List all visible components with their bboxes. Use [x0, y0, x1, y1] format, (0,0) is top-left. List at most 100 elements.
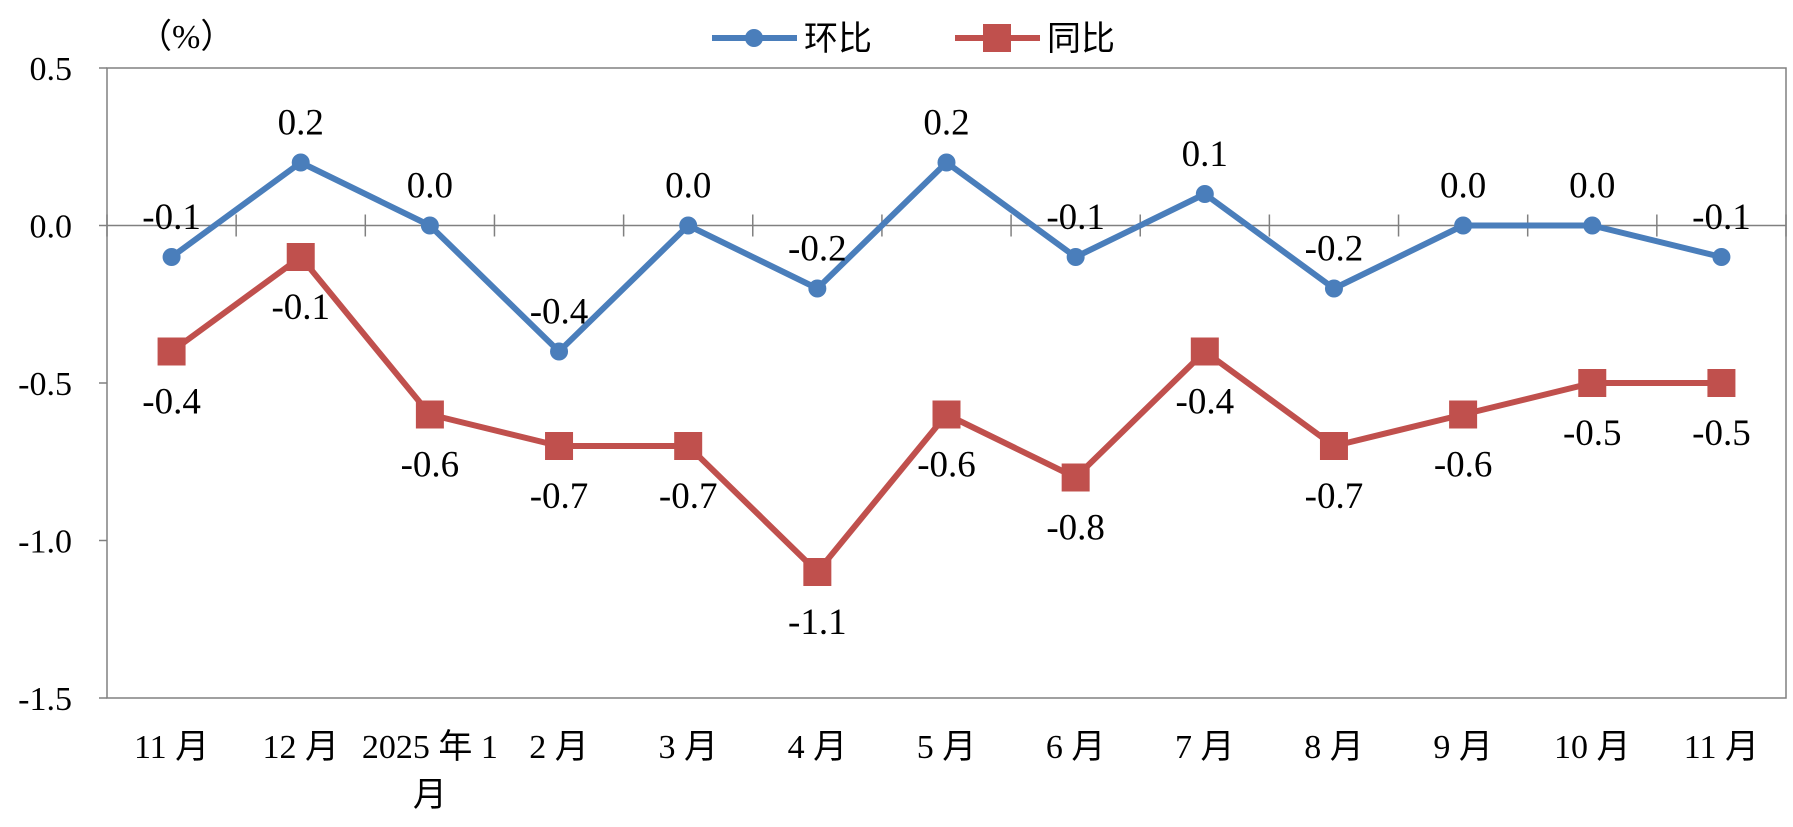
legend-item-yoy: 同比: [955, 21, 1115, 58]
y-tick-label: -1.0: [18, 524, 72, 561]
x-tick-label: 3 月: [658, 729, 718, 766]
data-point: [1454, 216, 1473, 235]
data-point: [162, 248, 181, 266]
series-mom: [162, 153, 1731, 361]
x-tick-label-line: 11 月: [134, 729, 209, 766]
series-line: [169, 159, 1723, 355]
x-tick-label-line: 2 月: [529, 729, 589, 766]
series-layer: [157, 153, 1736, 586]
legend-label: 环比: [804, 21, 872, 58]
data-label: -0.2: [788, 229, 847, 270]
x-tick-label-line: 10 月: [1554, 729, 1631, 766]
data-label: 0.1: [1182, 134, 1228, 175]
data-point: [679, 216, 698, 235]
legend: 环比 同比: [712, 21, 1115, 58]
x-tick-label: 2 月: [529, 729, 589, 766]
data-point: [1190, 337, 1219, 366]
data-label: -0.1: [142, 197, 201, 238]
data-label: -0.2: [1305, 229, 1364, 270]
x-tick-label-line: 月: [413, 777, 447, 814]
data-point: [1578, 369, 1607, 397]
y-tick-label: -1.5: [18, 681, 72, 718]
data-label: -0.5: [1692, 413, 1751, 454]
data-label: -0.4: [530, 292, 589, 333]
x-tick-label-line: 8 月: [1304, 729, 1364, 766]
x-tick-label: 5 月: [917, 729, 977, 766]
data-point: [1707, 369, 1736, 397]
data-point: [932, 400, 961, 429]
data-label: 0.2: [923, 103, 969, 144]
data-label: 0.2: [278, 103, 324, 144]
x-tick-label-line: 3 月: [658, 729, 718, 766]
data-point: [1319, 432, 1348, 460]
x-tick-label: 4 月: [788, 729, 848, 766]
legend-item-mom: 环比: [712, 21, 872, 58]
data-point: [674, 432, 703, 460]
x-axis-tick-labels: 11 月 12 月 2025 年 1 月 2 月 3 月 4 月 5 月 6 月 7 月 8 月 9 …: [134, 728, 1759, 814]
data-point: [545, 432, 574, 460]
data-point: [1712, 248, 1731, 266]
data-label: 0.0: [1440, 166, 1486, 207]
x-tick-label: 11 月: [1684, 729, 1759, 766]
data-label: -0.1: [1692, 197, 1751, 238]
data-label: -0.6: [917, 445, 976, 486]
x-tick-label: 9 月: [1433, 729, 1493, 766]
y-tick-label: -0.5: [18, 366, 72, 403]
data-point: [1324, 279, 1343, 298]
data-point: [286, 243, 315, 271]
x-tick-label-line: 12 月: [262, 729, 339, 766]
data-label: 0.0: [407, 166, 453, 207]
legend-marker: [745, 29, 763, 47]
x-tick-label: 10 月: [1554, 729, 1631, 766]
data-point: [808, 279, 827, 298]
x-tick-label-line: 2025 年 1: [362, 728, 498, 766]
data-label: -0.7: [1305, 476, 1364, 517]
legend-marker: [983, 24, 1011, 52]
data-point: [1583, 216, 1602, 235]
legend-label: 同比: [1047, 21, 1115, 58]
data-point: [291, 153, 310, 172]
data-label: -0.7: [530, 476, 589, 517]
data-label: -0.5: [1563, 413, 1622, 454]
x-tick-label: 12 月: [262, 729, 339, 766]
data-label: -0.7: [659, 476, 718, 517]
x-tick-label-line: 6 月: [1046, 729, 1106, 766]
x-tick-label: 11 月: [134, 729, 209, 766]
y-tick-label: 0.5: [30, 51, 73, 88]
data-point: [1066, 248, 1085, 266]
x-tick-label-line: 11 月: [1684, 729, 1759, 766]
x-tick-label: 2025 年 1 月: [362, 728, 498, 814]
x-tick-label-line: 5 月: [917, 729, 977, 766]
data-point: [803, 558, 832, 586]
y-tick-label: 0.0: [30, 209, 73, 246]
data-labels: -0.1 0.2 0.0 -0.4 0.0 -0.2 0.2 -0.1 0.1 -0.2 0.0 0.…: [142, 103, 1750, 644]
data-label: -0.8: [1046, 508, 1105, 549]
x-tick-label-line: 9 月: [1433, 729, 1493, 766]
x-tick-label-line: 7 月: [1175, 729, 1235, 766]
data-point: [415, 400, 444, 429]
x-tick-label-line: 4 月: [788, 729, 848, 766]
data-point: [157, 337, 186, 366]
data-label: -0.4: [142, 382, 201, 423]
x-tick-label: 6 月: [1046, 729, 1106, 766]
data-label: 0.0: [665, 166, 711, 207]
y-unit-label: （%）: [138, 18, 234, 56]
data-label: -0.1: [271, 287, 330, 328]
y-axis-tick-labels: 0.5 0.0 -0.5 -1.0 -1.5: [18, 51, 107, 718]
data-label: -0.6: [401, 445, 460, 486]
data-point: [420, 216, 439, 235]
data-point: [550, 342, 569, 361]
data-label: 0.0: [1569, 166, 1615, 207]
series-yoy: [157, 243, 1736, 586]
data-label: -1.1: [788, 602, 847, 643]
data-point: [1449, 400, 1478, 429]
data-label: -0.4: [1176, 382, 1235, 423]
x-tick-label: 8 月: [1304, 729, 1364, 766]
data-point: [937, 153, 956, 172]
data-label: -0.6: [1434, 445, 1493, 486]
data-label: -0.1: [1046, 197, 1105, 238]
x-tick-label: 7 月: [1175, 729, 1235, 766]
data-point: [1061, 463, 1090, 492]
data-point: [1195, 185, 1214, 203]
